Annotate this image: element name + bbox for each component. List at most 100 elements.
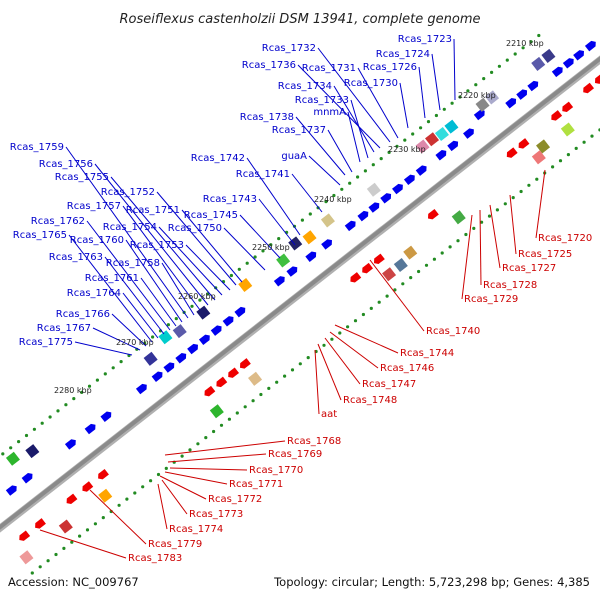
forward-leader-rcas-1760	[125, 239, 183, 323]
forward-gene-label-rcas-1732: Rcas_1732	[262, 43, 316, 54]
tick-dot	[385, 294, 389, 298]
reverse-leader-rcas-1748	[317, 343, 342, 401]
forward-gene-arrow	[273, 276, 285, 287]
tick-dot	[261, 249, 265, 253]
tick-dot	[464, 232, 468, 237]
tick-dot	[180, 454, 184, 458]
forward-leader-rcas-1738	[295, 116, 346, 176]
forward-gene-arrow	[516, 89, 528, 100]
forward-gene-label-rcas-1760: Rcas_1760	[70, 235, 124, 246]
gene-block	[58, 519, 73, 534]
tick-dot	[151, 335, 155, 339]
gene-block	[434, 127, 449, 142]
tick-dot	[348, 181, 352, 185]
forward-gene-label-rcas-1756: Rcas_1756	[39, 159, 93, 170]
gene-block	[475, 97, 490, 112]
tick-dot	[212, 429, 216, 434]
forward-gene-arrow	[368, 202, 380, 213]
reverse-gene-arrow	[66, 493, 78, 505]
reverse-leader-rcas-1720	[535, 169, 546, 239]
gene-block	[19, 550, 34, 565]
tick-dot	[253, 255, 257, 259]
tick-dot	[395, 144, 399, 148]
reverse-gene-arrow	[428, 208, 439, 220]
gene-block	[248, 371, 263, 386]
tick-dot	[440, 251, 444, 255]
forward-gene-arrow	[573, 50, 584, 61]
forward-gene-arrow	[403, 174, 415, 186]
forward-leader-rcas-1730	[399, 82, 409, 129]
forward-gene-arrow	[505, 98, 517, 109]
reverse-gene-arrow	[595, 73, 600, 84]
tick-dot	[40, 421, 44, 425]
reverse-leader-rcas-1771	[164, 471, 228, 485]
forward-gene-label-rcas-1759: Rcas_1759	[10, 142, 64, 153]
forward-gene-label-rcas-1724: Rcas_1724	[376, 49, 430, 60]
forward-gene-label-rcas-1723: Rcas_1723	[398, 34, 452, 45]
forward-gene-label-rcas-1765: Rcas_1765	[13, 230, 67, 241]
accession-text: Accession: NC_009767	[8, 575, 139, 589]
tick-dot	[417, 269, 421, 274]
reverse-gene-label-rcas-1769: Rcas_1769	[268, 449, 322, 460]
tick-dot	[46, 559, 50, 563]
tick-dot	[174, 317, 178, 321]
tick-dot	[403, 138, 407, 142]
gene-block	[531, 56, 546, 71]
forward-gene-arrow	[64, 439, 76, 450]
forward-gene-arrow	[473, 109, 485, 121]
tick-dot	[196, 442, 200, 446]
tick-dot	[432, 257, 436, 261]
tick-dot	[503, 202, 507, 206]
tick-dot	[56, 409, 60, 413]
gene-block	[143, 351, 158, 366]
forward-gene-label-rcas-1764: Rcas_1764	[67, 288, 121, 299]
reverse-gene-arrow	[551, 110, 563, 121]
tick-dot	[363, 169, 367, 173]
forward-leader-rcas-1742	[246, 157, 301, 236]
reverse-gene-arrow	[362, 262, 374, 274]
tick-dot	[519, 189, 523, 194]
forward-gene-arrow	[527, 80, 539, 92]
tick-dot	[111, 366, 115, 370]
forward-gene-label-rcas-1737: Rcas_1737	[272, 125, 326, 136]
tick-dot	[330, 337, 334, 341]
forward-leader-rcas-1743	[258, 198, 296, 246]
reverse-gene-label-rcas-1728: Rcas_1728	[483, 280, 537, 291]
tick-dot	[117, 503, 121, 507]
tick-dot	[251, 399, 255, 403]
forward-leader-rcas-1756	[94, 163, 209, 306]
forward-leader-rcas-1752	[156, 191, 237, 286]
tick-label-2230-kbp: 2230 kbp	[388, 145, 426, 154]
reverse-gene-arrow	[350, 272, 362, 283]
reverse-leader-rcas-1727	[489, 204, 501, 269]
tick-dot	[401, 282, 405, 286]
gene-block	[444, 119, 459, 134]
forward-leader-rcas-1723	[453, 38, 456, 101]
tick-dot	[141, 485, 145, 489]
gene-block	[393, 258, 408, 273]
tick-dot	[566, 153, 571, 157]
forward-leader-rcas-1763	[104, 256, 165, 335]
forward-gene-arrow	[175, 353, 187, 364]
reverse-gene-label-rcas-1725: Rcas_1725	[518, 249, 572, 260]
forward-gene-label-rcas-1761: Rcas_1761	[85, 273, 139, 284]
tick-dot	[558, 159, 563, 163]
tick-dot	[393, 288, 397, 292]
gene-block	[403, 245, 418, 260]
forward-leader-rcas-1762	[86, 220, 171, 331]
tick-dot	[119, 360, 123, 364]
reverse-gene-label-rcas-1729: Rcas_1729	[464, 294, 518, 305]
tick-dot	[204, 436, 208, 440]
forward-gene-arrow	[286, 266, 298, 277]
tick-dot	[1, 452, 5, 456]
reverse-gene-label-rcas-1783: Rcas_1783	[128, 553, 182, 564]
forward-gene-arrow	[84, 423, 96, 435]
forward-gene-arrow	[463, 128, 474, 139]
gene-block	[415, 139, 430, 154]
tick-dot	[377, 300, 381, 304]
tick-dot	[361, 312, 365, 317]
forward-leader-rcas-1724	[431, 53, 441, 111]
tick-dot	[371, 163, 375, 167]
tick-dot	[346, 325, 350, 329]
forward-gene-label-rcas-1766: Rcas_1766	[56, 309, 110, 320]
